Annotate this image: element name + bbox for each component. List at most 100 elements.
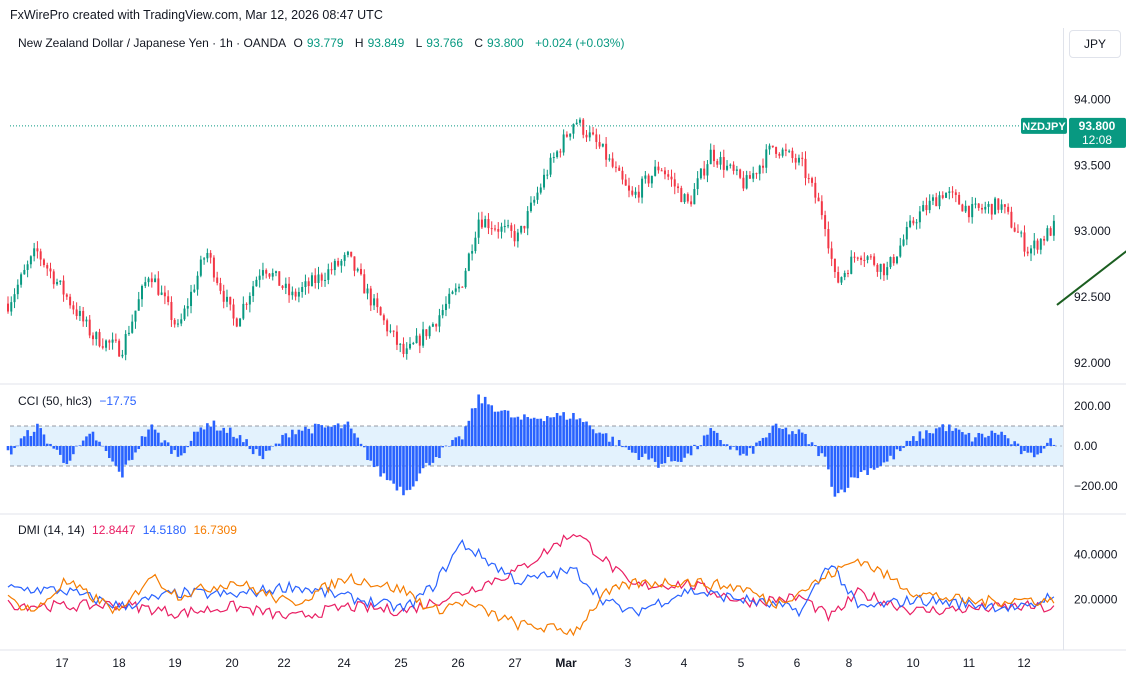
- candle-body: [811, 178, 814, 183]
- dmi-series-line-2: [7, 558, 1055, 637]
- cci-bar: [91, 431, 95, 446]
- cci-bar: [333, 425, 337, 446]
- candle-body: [193, 289, 196, 292]
- cci-bar: [291, 429, 294, 446]
- cci-bar: [137, 446, 141, 450]
- price-tick: 93.000: [1074, 224, 1111, 238]
- candle-body: [415, 335, 418, 344]
- symbol-tag: [1021, 117, 1067, 134]
- candle-body: [510, 225, 513, 231]
- candle-body: [520, 225, 523, 233]
- candle-body: [412, 343, 415, 345]
- cci-bar: [39, 428, 42, 446]
- candle-body: [748, 175, 751, 179]
- cci-bar: [23, 436, 26, 446]
- candle-body: [1023, 232, 1026, 252]
- cci-bar: [477, 394, 480, 446]
- cci-bar: [542, 421, 546, 446]
- cci-bar: [284, 433, 288, 446]
- cci-bar: [170, 446, 173, 454]
- candle-body: [951, 191, 954, 193]
- candle-body: [628, 185, 630, 191]
- cci-bar: [242, 442, 245, 446]
- candle-body: [350, 251, 353, 257]
- cci-bar: [983, 437, 987, 446]
- candle-body: [549, 157, 552, 175]
- currency-button[interactable]: JPY: [1069, 30, 1121, 58]
- cci-bar: [323, 427, 327, 446]
- time-tick: 25: [394, 656, 408, 670]
- candle-body: [291, 291, 294, 296]
- cci-bar: [712, 430, 716, 446]
- candle-body: [712, 149, 715, 162]
- candle-body: [477, 219, 480, 238]
- cci-bar: [300, 430, 304, 446]
- candle-body: [180, 319, 183, 324]
- cci-bar: [614, 445, 618, 447]
- cci-bar: [1042, 446, 1046, 449]
- cci-bar: [820, 446, 824, 454]
- candle-body: [98, 332, 101, 347]
- candle-body: [742, 177, 745, 189]
- cci-bar: [503, 410, 507, 446]
- cci-bar: [189, 440, 193, 446]
- cci-bar: [748, 446, 752, 449]
- candle-body: [948, 191, 951, 193]
- cci-bar: [814, 445, 817, 446]
- cci-bar: [650, 446, 654, 459]
- cci-bar: [510, 417, 513, 446]
- cci-bar: [281, 434, 284, 446]
- candle-body: [134, 310, 137, 322]
- candle-body: [840, 277, 843, 283]
- candle-body: [660, 170, 663, 172]
- cci-bar: [797, 429, 801, 446]
- candle-body: [369, 288, 372, 306]
- candle-body: [827, 229, 830, 249]
- cci-bar: [516, 416, 520, 446]
- candle-body: [559, 151, 562, 153]
- cci-bar: [441, 446, 444, 448]
- cci-bar: [513, 417, 516, 446]
- candle-body: [673, 179, 676, 187]
- candle-body: [101, 346, 104, 348]
- candle-body: [611, 158, 614, 167]
- candle-body: [186, 306, 189, 309]
- cci-bar: [464, 426, 467, 446]
- cci-bar: [912, 436, 915, 446]
- cci-bar: [392, 446, 395, 484]
- candle-body: [157, 278, 160, 295]
- cci-bar: [255, 446, 258, 450]
- cci-bar: [98, 441, 101, 446]
- candle-body: [389, 330, 392, 332]
- candle-body: [484, 219, 487, 228]
- candle-body: [850, 256, 853, 274]
- cci-bar: [36, 423, 39, 446]
- cci-bar: [179, 446, 183, 456]
- candle-body: [301, 287, 304, 292]
- candle-body: [261, 270, 264, 276]
- ohlc-high: H 93.849: [354, 36, 405, 50]
- cci-bar: [1036, 446, 1039, 455]
- cci-tick: 200.00: [1074, 399, 1111, 413]
- candle-body: [271, 272, 274, 277]
- cci-bar: [493, 411, 497, 446]
- cci-bar: [68, 446, 72, 461]
- candle-body: [967, 205, 970, 218]
- cci-bar: [457, 436, 461, 446]
- cci-bar: [696, 446, 699, 450]
- cci-bar: [225, 432, 229, 446]
- candle-body: [529, 202, 532, 212]
- candle-body: [324, 279, 327, 281]
- cci-bar: [480, 403, 484, 446]
- cci-bar: [65, 446, 69, 465]
- cci-bar: [327, 426, 330, 446]
- cci-bar: [268, 446, 271, 451]
- candle-body: [399, 343, 402, 345]
- cci-bar: [964, 434, 967, 446]
- candle-body: [471, 251, 474, 254]
- candle-body: [765, 149, 768, 168]
- cci-bar: [215, 430, 219, 446]
- cci-bar: [372, 446, 376, 468]
- candle-body: [830, 248, 833, 259]
